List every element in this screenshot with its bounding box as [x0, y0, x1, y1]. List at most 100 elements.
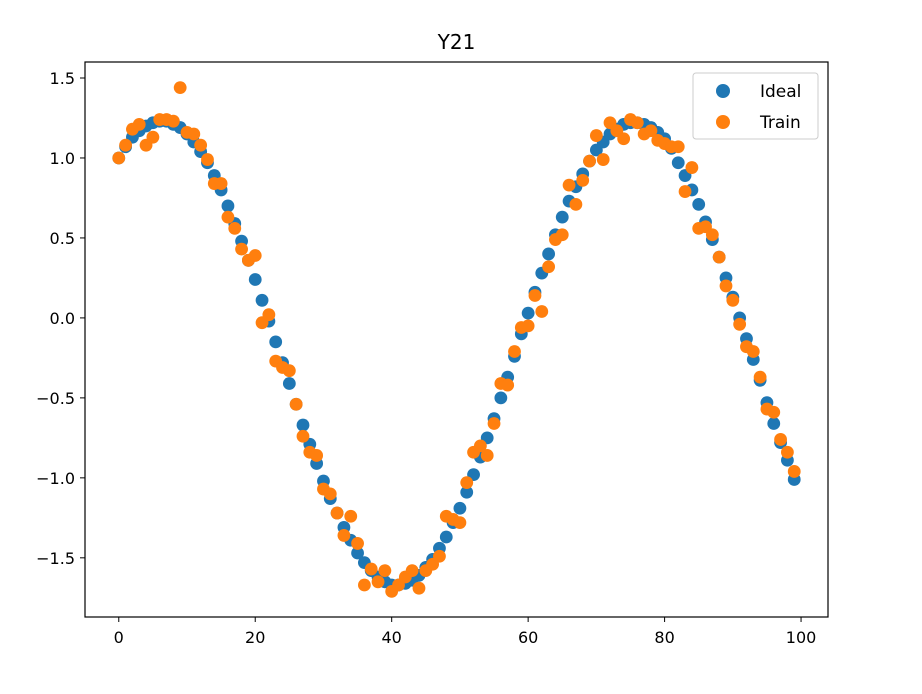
point-train-15 [214, 177, 228, 190]
point-train-98 [781, 445, 794, 459]
legend-label-train: Train [759, 113, 801, 133]
point-ideal-63 [542, 247, 556, 261]
point-train-12 [194, 138, 208, 152]
point-train-25 [282, 364, 296, 378]
point-train-94 [753, 370, 767, 384]
x-tick-label-1: 20 [245, 628, 265, 647]
point-train-3 [132, 117, 146, 131]
point-ideal-82 [671, 156, 685, 170]
point-train-84 [685, 161, 699, 174]
point-train-51 [460, 476, 474, 490]
point-ideal-21 [255, 293, 269, 307]
point-train-57 [501, 378, 515, 392]
legend-label-ideal: Ideal [760, 82, 801, 102]
point-train-63 [542, 260, 556, 274]
point-train-35 [351, 537, 364, 550]
point-train-90 [726, 293, 740, 307]
point-train-36 [357, 578, 371, 592]
point-ideal-51 [460, 485, 474, 499]
point-train-74 [617, 132, 631, 146]
y-tick-label-0: −1.5 [36, 549, 75, 568]
point-train-13 [201, 153, 214, 166]
point-train-31 [323, 487, 337, 501]
point-train-67 [569, 197, 583, 211]
point-train-50 [453, 516, 467, 530]
point-train-9 [173, 81, 187, 94]
point-train-54 [480, 449, 494, 462]
point-train-55 [487, 417, 501, 430]
data-points [112, 81, 801, 598]
point-train-62 [535, 305, 549, 318]
y-tick-label-4: 0.5 [50, 229, 75, 248]
x-tick-label-0: 0 [114, 628, 124, 647]
point-ideal-48 [439, 530, 453, 544]
point-train-71 [596, 153, 610, 166]
point-train-69 [583, 154, 596, 168]
point-train-96 [767, 405, 781, 419]
point-train-11 [187, 127, 201, 141]
point-train-87 [705, 228, 719, 242]
point-ideal-16 [221, 199, 235, 213]
point-train-43 [405, 564, 419, 578]
point-train-27 [296, 429, 310, 443]
x-axis: 0 20 40 60 80 100 [114, 617, 817, 647]
x-tick-label-3: 60 [518, 628, 538, 647]
point-train-33 [337, 529, 351, 542]
point-ideal-20 [248, 273, 262, 286]
point-train-1 [119, 138, 132, 152]
point-train-44 [412, 581, 426, 595]
point-train-8 [166, 114, 180, 128]
point-train-70 [589, 129, 603, 142]
point-train-99 [787, 465, 801, 478]
point-train-47 [433, 549, 446, 563]
legend-marker-train [716, 115, 730, 129]
point-train-26 [289, 397, 303, 411]
point-train-53 [473, 439, 487, 453]
point-train-61 [528, 289, 542, 302]
point-train-82 [671, 140, 685, 154]
point-train-17 [228, 221, 242, 235]
point-ideal-35 [351, 546, 364, 560]
point-train-37 [364, 562, 378, 576]
point-train-32 [330, 506, 344, 520]
point-train-76 [630, 116, 644, 130]
point-train-39 [378, 564, 392, 578]
legend-marker-ideal [716, 84, 730, 98]
x-tick-label-5: 100 [786, 628, 817, 647]
point-train-91 [733, 317, 747, 331]
x-tick-label-4: 80 [654, 628, 674, 647]
point-train-97 [774, 433, 787, 446]
point-train-20 [248, 249, 262, 262]
point-ideal-50 [453, 501, 467, 515]
y-axis: −1.5 −1.0 −0.5 0.0 0.5 1.0 1.5 [36, 69, 85, 568]
point-ideal-25 [282, 377, 296, 390]
y-tick-label-3: 0.0 [50, 309, 75, 328]
point-ideal-65 [555, 210, 569, 224]
point-train-60 [521, 319, 535, 333]
chart-title: Y21 [437, 30, 476, 54]
point-train-89 [719, 279, 733, 293]
point-ideal-96 [767, 417, 781, 430]
point-train-38 [371, 575, 385, 589]
point-ideal-60 [521, 306, 535, 320]
point-train-22 [262, 308, 276, 322]
point-ideal-85 [692, 197, 706, 211]
y-tick-label-1: −1.0 [36, 469, 75, 488]
point-ideal-56 [494, 391, 508, 405]
point-train-83 [678, 185, 692, 198]
point-train-93 [746, 345, 760, 358]
point-train-68 [576, 173, 590, 187]
y-tick-label-6: 1.5 [50, 69, 75, 88]
point-train-88 [712, 250, 726, 264]
point-train-16 [221, 210, 235, 224]
point-train-58 [508, 345, 521, 358]
x-tick-label-2: 40 [382, 628, 402, 647]
point-train-66 [562, 178, 576, 192]
point-train-29 [310, 449, 324, 462]
point-train-0 [112, 151, 126, 165]
plot-frame [84, 61, 829, 618]
point-train-65 [555, 228, 569, 242]
point-train-34 [344, 509, 358, 523]
point-ideal-27 [296, 418, 310, 432]
